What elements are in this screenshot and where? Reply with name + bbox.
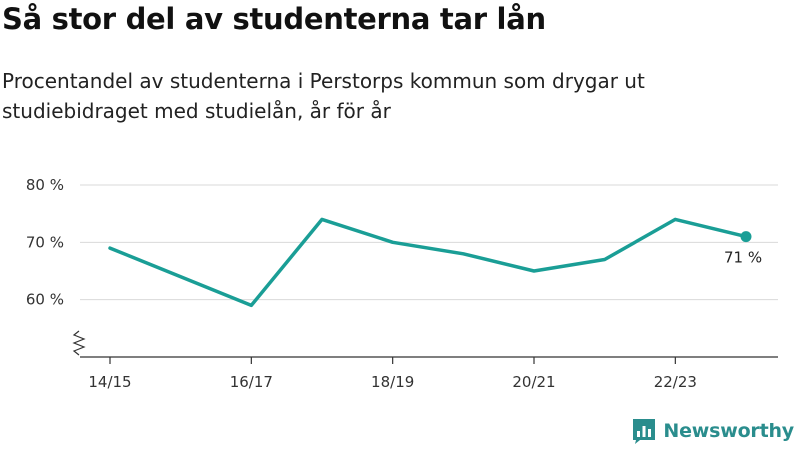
last-data-point <box>740 231 752 243</box>
series-line <box>108 217 748 308</box>
x-tick-label: 20/21 <box>512 373 555 391</box>
y-tick-label: 70 % <box>26 233 64 251</box>
newsworthy-logo: Newsworthy <box>631 418 794 444</box>
chart-subtitle: Procentandel av studenterna i Perstorps … <box>2 69 645 123</box>
x-tick-label: 18/19 <box>371 373 414 391</box>
x-tick-label: 22/23 <box>654 373 697 391</box>
x-tick-label: 14/15 <box>88 373 131 391</box>
logo-text: Newsworthy <box>663 420 794 442</box>
data-label: 71 % <box>724 249 762 267</box>
label-layer: 71 % <box>724 249 762 267</box>
axis-break-icon <box>72 330 86 356</box>
bar-chart-icon <box>633 419 656 444</box>
chart-title: Så stor del av studenterna tar lån <box>2 2 546 36</box>
series-layer <box>108 217 752 308</box>
x-tick-label: 16/17 <box>230 373 273 391</box>
y-tick-label: 80 % <box>26 176 64 194</box>
y-tick-label: 60 % <box>26 291 64 309</box>
grid-layer <box>80 184 778 301</box>
axis-layer: 60 % 70 % 80 % 14/15 16/17 18/19 20/21 22/23 <box>26 176 778 391</box>
